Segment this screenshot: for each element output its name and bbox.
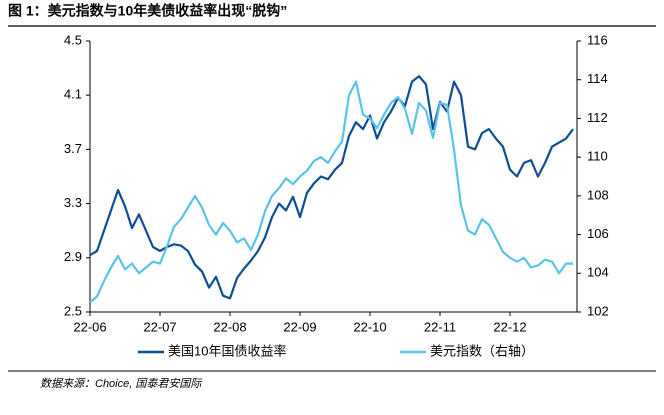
y2-tick-label: 112	[587, 110, 608, 125]
source-note: 数据来源：Choice, 国泰君安国际	[40, 377, 202, 390]
y-tick-label: 2.9	[64, 249, 82, 264]
y-tick-label: 3.7	[64, 141, 82, 156]
y2-tick-label: 114	[587, 71, 608, 86]
y-tick-label: 4.5	[64, 32, 82, 47]
y-tick-label: 4.1	[64, 87, 82, 102]
y2-tick-label: 102	[587, 303, 609, 318]
x-tick-label: 22-12	[493, 319, 526, 334]
x-tick-label: 22-07	[143, 319, 176, 334]
y2-tick-label: 116	[587, 32, 608, 47]
y2-tick-label: 108	[587, 187, 609, 202]
x-tick-label: 22-08	[213, 319, 246, 334]
y2-tick-label: 110	[587, 149, 608, 164]
y-tick-label: 2.5	[64, 303, 82, 318]
series-line	[89, 75, 574, 300]
y2-tick-label: 104	[587, 265, 609, 280]
y2-tick-label: 106	[587, 226, 609, 241]
legend-label: 美国10年国债收益率	[168, 343, 286, 358]
series-line	[89, 80, 573, 304]
legend-label: 美元指数（右轴）	[430, 343, 534, 358]
y-tick-label: 3.3	[64, 195, 82, 210]
chart-title: 图 1：美元指数与10年美债收益率出现“脱钩”	[8, 3, 287, 19]
x-tick-label: 22-11	[424, 319, 456, 334]
x-tick-label: 22-09	[283, 319, 316, 334]
x-tick-label: 22-06	[73, 319, 106, 334]
x-tick-label: 22-10	[353, 319, 386, 334]
